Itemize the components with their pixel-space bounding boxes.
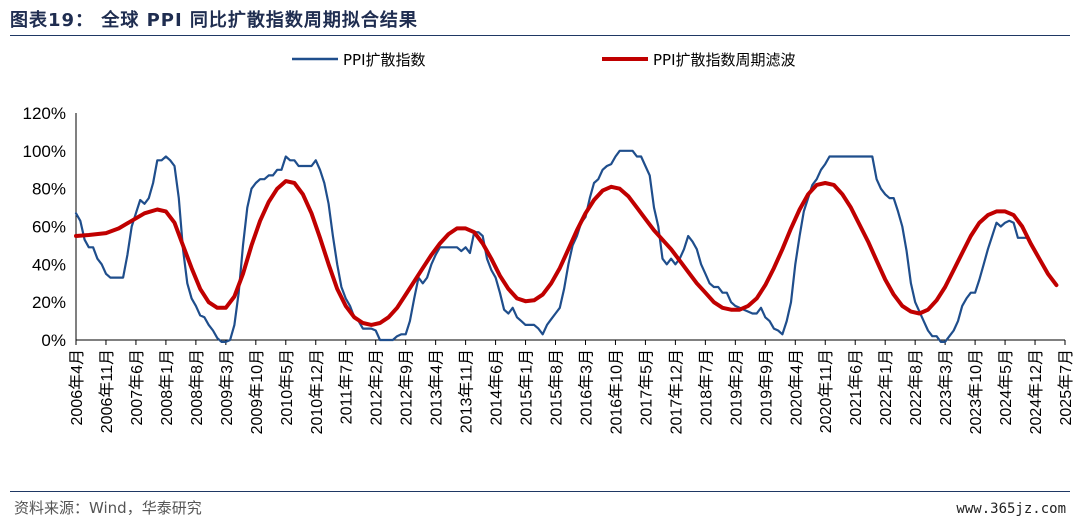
x-tick-label: 2016年3月 xyxy=(577,349,595,426)
x-tick-label: 2024年12月 xyxy=(1027,349,1045,434)
chart-legend: PPI扩散指数 PPI扩散指数周期滤波 xyxy=(292,51,796,69)
x-tick-label: 2013年4月 xyxy=(428,349,446,426)
x-tick-label: 2025年7月 xyxy=(1057,349,1075,426)
y-tick-label: 100% xyxy=(23,142,66,161)
series-layer xyxy=(74,149,1059,343)
y-tick-label: 40% xyxy=(32,255,66,274)
chart-svg: 0% 20% 40% 60% 80% 100% 120% 2006年4月 2006年11月 200… xyxy=(23,51,1075,434)
y-tick-label: 60% xyxy=(32,218,66,237)
x-tick-label: 2023年10月 xyxy=(967,349,985,434)
watermark: www.365jz.com xyxy=(956,501,1066,517)
series-line-diffusion xyxy=(74,149,1028,343)
x-tick-label: 2019年2月 xyxy=(727,349,745,426)
x-tick-label: 2015年1月 xyxy=(518,349,536,426)
x-tick-label: 2012年2月 xyxy=(368,349,386,426)
legend-label: PPI扩散指数周期滤波 xyxy=(653,51,796,69)
x-tick-label: 2006年4月 xyxy=(68,349,86,426)
x-tick-label: 2010年5月 xyxy=(278,349,296,426)
x-tick-label: 2024年5月 xyxy=(997,349,1015,426)
chart-title: 图表19： 全球 PPI 同比扩散指数周期拟合结果 xyxy=(10,10,418,31)
x-tick-label: 2022年1月 xyxy=(877,349,895,426)
y-tick-label: 0% xyxy=(41,331,66,350)
source-note: 资料来源：Wind，华泰研究 xyxy=(14,499,202,517)
x-tick-label: 2008年1月 xyxy=(158,349,176,426)
x-tick-label: 2016年10月 xyxy=(607,349,625,434)
x-tick-label: 2018年7月 xyxy=(697,349,715,426)
legend-label: PPI扩散指数 xyxy=(343,51,426,69)
x-tick-label: 2009年10月 xyxy=(248,349,266,434)
x-tick-label: 2015年8月 xyxy=(548,349,566,426)
y-tick-label: 120% xyxy=(23,104,66,123)
x-tick-label: 2008年8月 xyxy=(188,349,206,426)
x-tick-label: 2022年8月 xyxy=(907,349,925,426)
footer-rule xyxy=(10,491,1070,492)
x-tick-label: 2006年11月 xyxy=(98,349,116,433)
y-tick-label: 20% xyxy=(32,293,66,312)
x-tick-label: 2017年5月 xyxy=(637,349,655,426)
x-tick-label: 2007年6月 xyxy=(128,349,146,426)
x-tick-label: 2009年3月 xyxy=(218,349,236,426)
x-tick-label: 2020年11月 xyxy=(817,349,835,433)
x-tick-label: 2012年9月 xyxy=(398,349,416,426)
title-rule xyxy=(10,35,1070,36)
x-tick-label: 2013年11月 xyxy=(458,349,476,433)
x-tick-label: 2023年3月 xyxy=(937,349,955,426)
y-tick-label: 80% xyxy=(32,180,66,199)
x-tick-label: 2021年6月 xyxy=(847,349,865,426)
chart-axes: 0% 20% 40% 60% 80% 100% 120% 2006年4月 2006年11月 200… xyxy=(23,104,1075,434)
x-tick-label: 2014年6月 xyxy=(488,349,506,426)
x-tick-label: 2019年9月 xyxy=(757,349,775,426)
x-tick-label: 2011年7月 xyxy=(338,349,356,424)
x-tick-label: 2017年12月 xyxy=(667,349,685,434)
series-line-filter xyxy=(74,179,1059,327)
x-tick-label: 2010年12月 xyxy=(308,349,326,434)
x-tick-label: 2020年4月 xyxy=(787,349,805,426)
